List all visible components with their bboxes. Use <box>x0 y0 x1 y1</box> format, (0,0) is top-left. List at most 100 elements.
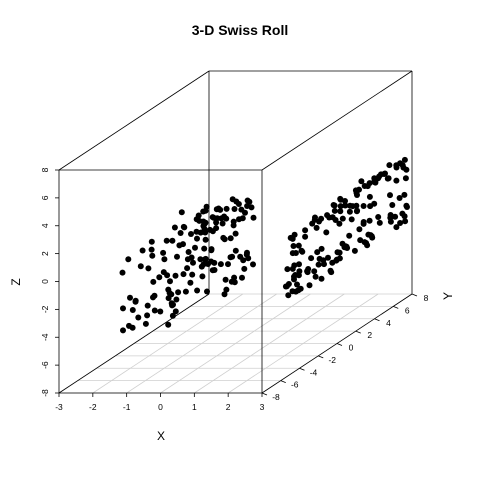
data-point <box>312 214 318 221</box>
data-point <box>371 175 378 182</box>
z-tick-label: 2 <box>40 251 50 256</box>
data-point <box>371 200 378 207</box>
data-point <box>401 156 408 163</box>
data-point <box>165 295 172 302</box>
data-point <box>342 202 349 209</box>
y-tick-label: 4 <box>386 318 391 328</box>
y-tick-label: -8 <box>272 392 280 402</box>
data-point <box>337 203 344 210</box>
data-point <box>195 212 202 219</box>
box-edge <box>58 70 210 171</box>
data-point <box>149 252 156 259</box>
data-point <box>201 226 208 232</box>
data-point <box>208 247 215 254</box>
data-point <box>198 263 205 270</box>
data-point <box>284 266 291 273</box>
data-point <box>161 256 168 263</box>
data-point <box>232 247 239 254</box>
data-point <box>292 250 299 256</box>
data-point <box>366 193 373 200</box>
data-point <box>336 220 343 227</box>
data-point <box>127 294 133 301</box>
data-point <box>151 307 158 314</box>
data-point <box>213 225 220 232</box>
data-point <box>204 288 210 295</box>
data-point <box>360 219 367 225</box>
floor-grid <box>58 293 413 394</box>
data-point <box>325 254 331 261</box>
y-tick <box>336 343 343 346</box>
data-point <box>135 314 142 321</box>
data-point <box>397 160 404 167</box>
data-point <box>144 312 151 319</box>
y-tick-label: -4 <box>310 367 318 377</box>
data-point <box>192 244 198 251</box>
data-point <box>194 235 200 242</box>
data-point <box>168 300 175 307</box>
y-axis-label: Y <box>441 292 455 300</box>
data-point <box>210 214 217 221</box>
data-point <box>348 216 355 223</box>
data-point <box>220 234 227 241</box>
data-point <box>172 272 179 279</box>
data-point <box>167 278 173 285</box>
data-points <box>119 156 410 334</box>
data-point <box>308 255 315 262</box>
data-point <box>213 219 220 226</box>
data-point <box>199 273 206 280</box>
data-point <box>228 278 235 285</box>
data-point <box>171 224 178 231</box>
data-point <box>174 253 180 260</box>
data-point <box>376 173 383 180</box>
data-point <box>173 296 180 303</box>
data-point <box>244 197 251 204</box>
data-point <box>365 231 372 238</box>
data-point <box>235 201 242 207</box>
data-point <box>221 291 228 298</box>
data-point <box>120 305 126 312</box>
data-point <box>385 175 392 182</box>
data-point <box>353 202 360 209</box>
data-point <box>129 324 136 331</box>
data-point <box>139 247 146 254</box>
data-point <box>202 219 209 226</box>
data-point <box>221 213 228 220</box>
data-point <box>193 228 200 235</box>
data-point <box>402 218 409 225</box>
axis-ticks: -3 -2 -1 0 1 2 3 -8 -6 -4 -2 0 2 4 6 8 -8 -6 -4 -2 0 2 4 6 8 <box>40 167 429 412</box>
data-point <box>358 178 365 185</box>
data-point <box>185 249 192 255</box>
data-point <box>386 162 393 169</box>
z-tick-label: -2 <box>40 305 50 313</box>
data-point <box>137 263 144 270</box>
data-point <box>184 265 191 272</box>
data-point <box>196 217 203 224</box>
data-point <box>392 213 399 220</box>
data-point <box>312 273 319 280</box>
data-point <box>243 251 250 258</box>
data-point <box>393 164 400 171</box>
x-tick-label: 2 <box>226 402 231 412</box>
data-point <box>129 307 136 313</box>
data-point <box>164 272 171 279</box>
data-point <box>316 218 322 225</box>
y-tick-label: 6 <box>405 305 410 315</box>
data-point <box>302 227 309 234</box>
data-point <box>354 207 361 214</box>
data-point <box>387 214 394 221</box>
y-tick <box>411 293 418 297</box>
data-point <box>290 243 297 249</box>
data-point <box>404 204 410 210</box>
data-point <box>296 268 303 275</box>
x-axis-label: X <box>157 429 165 443</box>
data-point <box>289 265 296 272</box>
data-point <box>241 265 248 272</box>
y-tick <box>280 380 286 383</box>
data-point <box>163 237 170 244</box>
data-point <box>296 261 302 268</box>
data-point <box>219 220 226 227</box>
y-tick <box>374 318 380 322</box>
data-point <box>331 207 338 214</box>
data-point <box>401 213 408 220</box>
data-point <box>165 321 172 328</box>
